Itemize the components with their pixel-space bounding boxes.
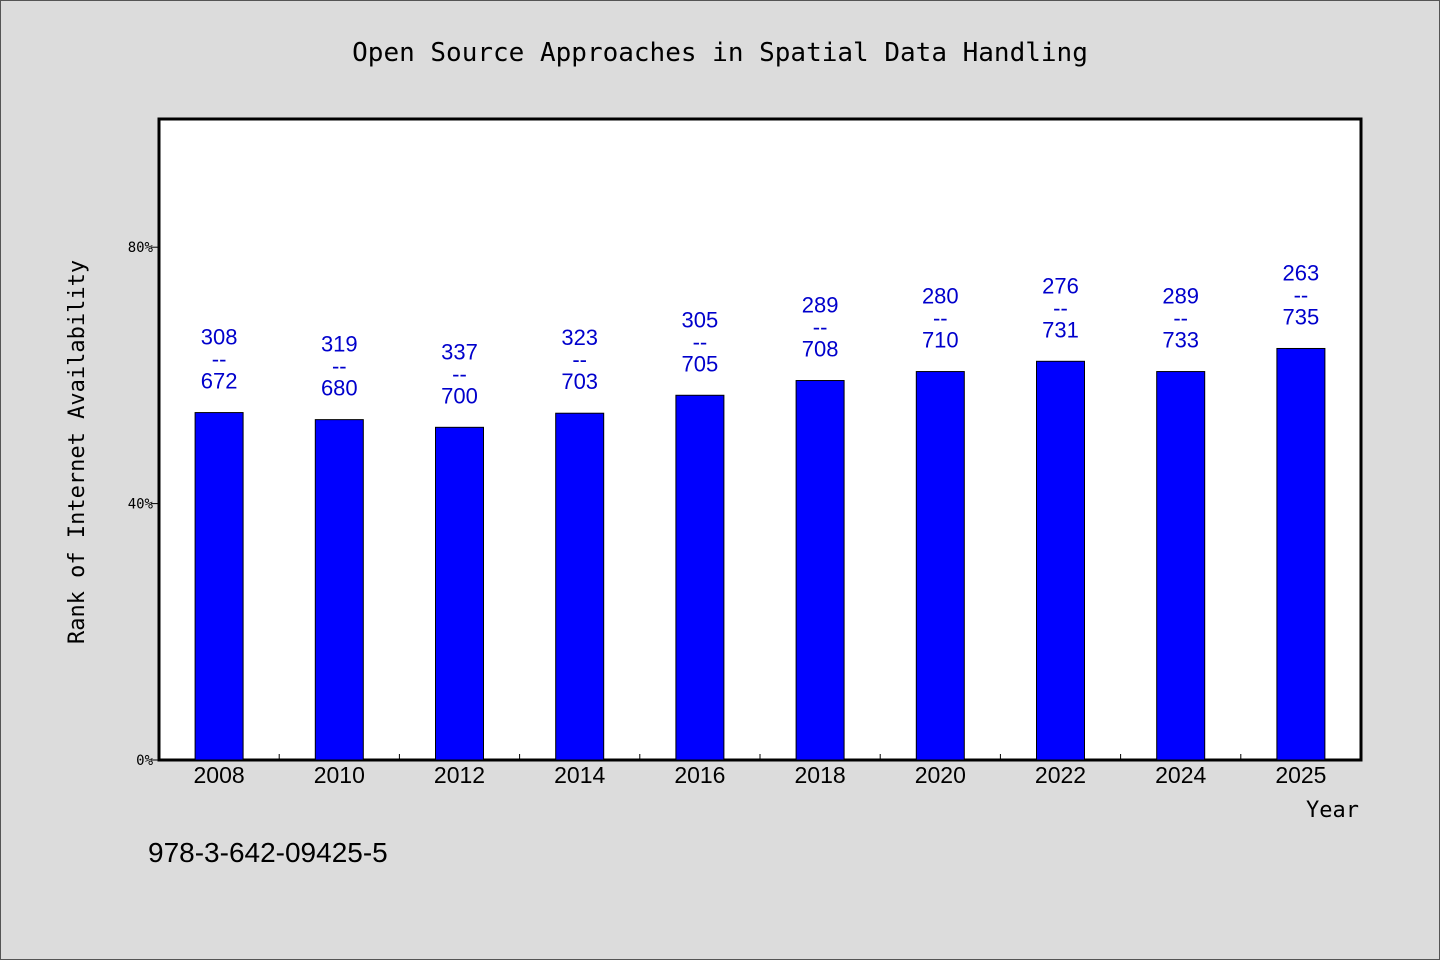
y-axis-label: Rank of Internet Availability [65, 260, 90, 644]
y-axis: 0% 40% 80% [128, 240, 159, 769]
bar-data-label: 319 [321, 332, 358, 357]
bar-data-label: 708 [802, 337, 839, 362]
bar-2022 [1036, 360, 1085, 761]
bar-data-label: -- [1294, 282, 1309, 307]
bar-data-label: -- [332, 354, 347, 379]
bar-data-label: 323 [561, 325, 598, 350]
bar-data-label: 263 [1283, 260, 1320, 285]
bar-data-label: 731 [1042, 317, 1079, 342]
y-tick-label: 40% [128, 497, 154, 513]
bar-data-label: 733 [1162, 328, 1199, 353]
bar-data-label: -- [1173, 306, 1188, 331]
bar-2025 [1276, 347, 1326, 761]
bar-data-label: 308 [201, 325, 238, 350]
bar-2014 [555, 412, 605, 761]
bar-2008 [194, 412, 244, 761]
chart-title: Open Source Approaches in Spatial Data H… [352, 38, 1088, 68]
x-axis: 2008 2010 2012 2014 2016 2018 2020 2022 2024 2025 [194, 754, 1326, 788]
bar-2016 [675, 394, 725, 761]
x-tick-label: 2018 [795, 762, 846, 788]
bar-data-label: -- [813, 315, 828, 340]
bar-data-label: -- [933, 306, 948, 331]
y-tick-label: 0% [136, 753, 153, 769]
x-tick-label: 2012 [434, 762, 485, 788]
x-tick-label: 2022 [1035, 762, 1086, 788]
bar-data-label: 680 [321, 376, 358, 401]
x-tick-label: 2014 [554, 762, 605, 788]
bar-2020 [915, 371, 965, 761]
bar-data-label: 710 [922, 328, 959, 353]
bar-data-label: 337 [441, 339, 478, 364]
isbn-footer: 978-3-642-09425-5 [148, 837, 388, 868]
bar-data-label: 700 [441, 383, 478, 408]
x-tick-label: 2024 [1155, 762, 1206, 788]
bar-2010 [314, 419, 364, 761]
bar-data-label: -- [693, 329, 708, 354]
bar-data-label: -- [452, 361, 467, 386]
bar-2018 [795, 380, 845, 761]
bar-data-label: 305 [682, 307, 719, 332]
bar-labels: 308--672319--680337--700323--703305--705… [201, 260, 1320, 408]
bar-data-label: -- [1053, 295, 1068, 320]
bar-data-label: 672 [201, 369, 238, 394]
bar-data-label: 289 [802, 293, 839, 318]
x-tick-label: 2010 [314, 762, 365, 788]
x-axis-label: Year [1306, 798, 1359, 823]
bar-2012 [435, 426, 484, 761]
bar-data-label: 276 [1042, 273, 1079, 298]
bar-series [194, 347, 1326, 761]
y-tick-label: 80% [128, 240, 154, 256]
bar-data-label: -- [572, 347, 587, 372]
bar-data-label: 703 [561, 369, 598, 394]
x-tick-label: 2008 [194, 762, 245, 788]
bar-2024 [1156, 371, 1206, 761]
x-tick-label: 2016 [674, 762, 725, 788]
x-tick-label: 2025 [1275, 762, 1326, 788]
bar-data-label: 289 [1162, 284, 1199, 309]
bar-data-label: -- [212, 347, 227, 372]
bar-data-label: 705 [682, 351, 719, 376]
bar-data-label: 735 [1283, 304, 1320, 329]
x-tick-label: 2020 [915, 762, 966, 788]
bar-data-label: 280 [922, 284, 959, 309]
